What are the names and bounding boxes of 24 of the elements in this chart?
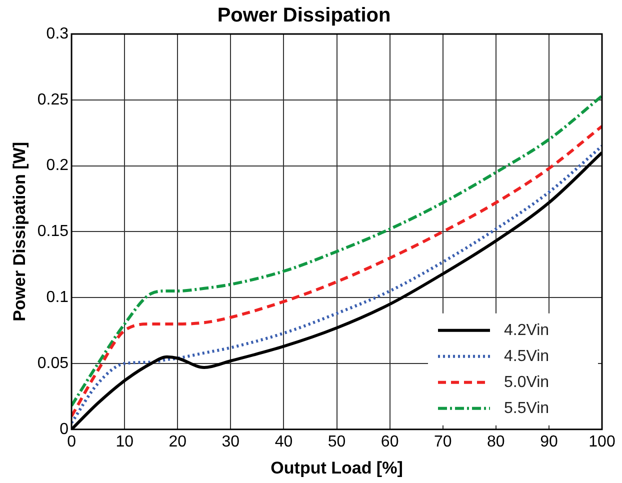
y-axis-title: Power Dissipation [W] [10, 142, 29, 322]
legend-label: 4.2Vin [504, 322, 550, 339]
x-tick-label: 100 [588, 433, 616, 450]
y-tick-label: 0.25 [37, 91, 69, 108]
x-tick-label: 20 [168, 433, 187, 450]
legend-label: 4.5Vin [504, 348, 550, 365]
x-tick-label: 80 [487, 433, 505, 450]
x-tick-label: 40 [274, 433, 293, 450]
y-tick-label: 0 [60, 420, 69, 438]
legend-label: 5.0Vin [504, 374, 550, 391]
y-tick-label: 0.3 [46, 25, 69, 42]
x-axis-title: Output Load [%] [270, 458, 403, 478]
y-tick-label: 0.1 [46, 289, 69, 306]
legend-label: 5.5Vin [504, 400, 550, 417]
x-tick-label: 90 [540, 433, 558, 450]
y-tick-label: 0.05 [37, 354, 69, 372]
y-tick-label: 0.2 [46, 157, 69, 174]
x-tick-label: 10 [116, 433, 134, 450]
x-tick-label: 30 [222, 433, 240, 450]
x-tick-label: 50 [328, 433, 346, 450]
y-tick-label: 0.15 [37, 223, 69, 240]
chart-title: Power Dissipation [217, 4, 391, 27]
x-tick-label: 60 [380, 433, 399, 450]
x-tick-label: 70 [434, 433, 452, 450]
